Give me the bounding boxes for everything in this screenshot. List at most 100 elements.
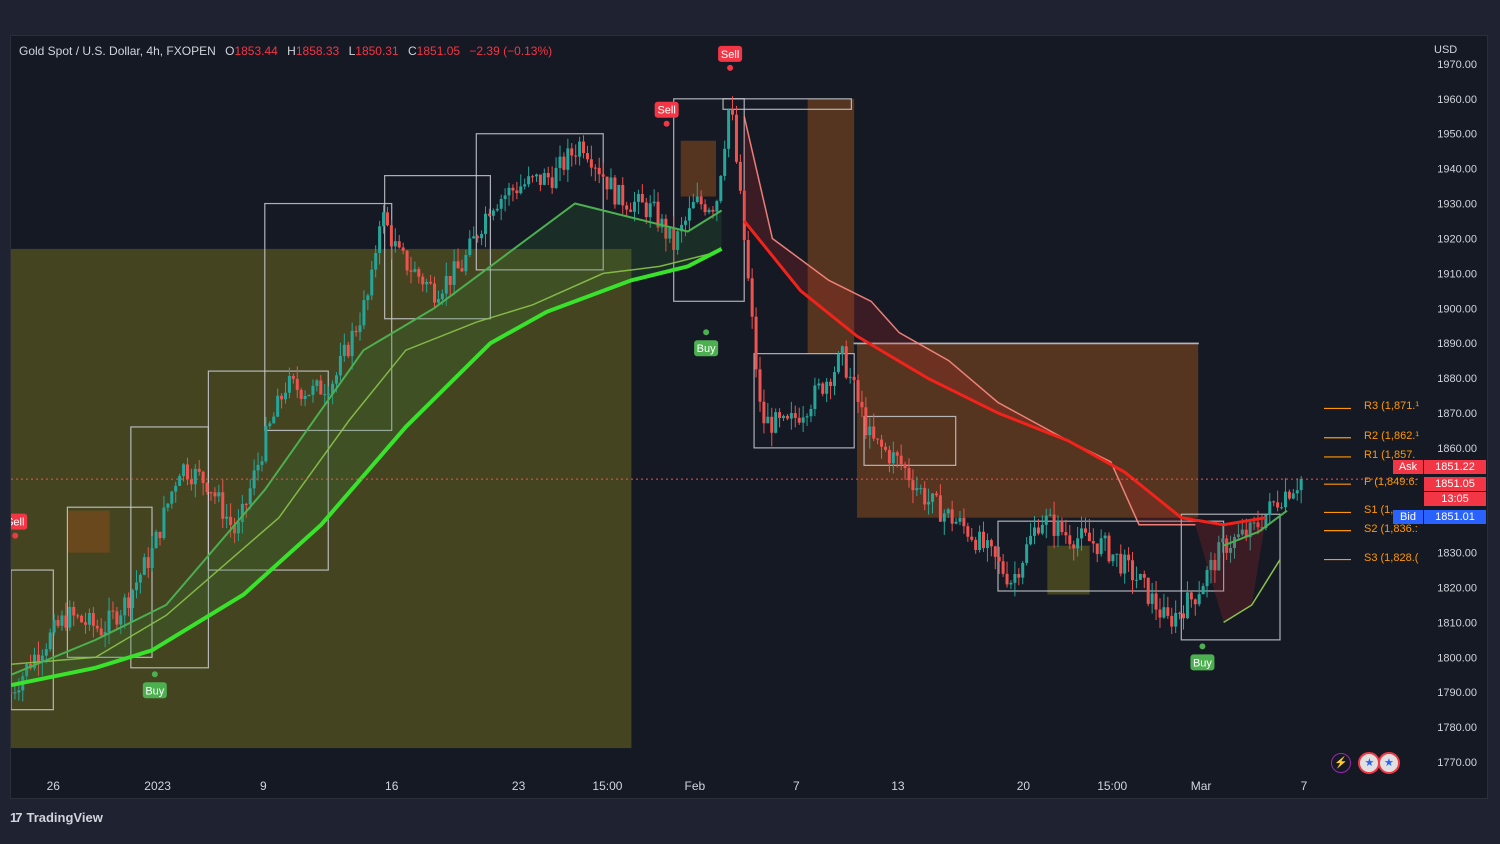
open-label: O [225, 44, 235, 58]
candle-body [813, 385, 817, 409]
candle-body [240, 503, 244, 522]
candle-body [950, 509, 954, 524]
chart-icons: ⚡ ★ ★ [1331, 752, 1403, 774]
candle-body [621, 184, 625, 206]
candle-body [1013, 573, 1017, 583]
chart-frame[interactable]: Sell Buy Sell Sell Buy Buy 1970.00 1960.00 1950… [10, 35, 1488, 799]
candle-body [915, 488, 919, 491]
trail-stop-line [1223, 559, 1281, 624]
candle-body [1174, 612, 1178, 627]
symbol-title[interactable]: Gold Spot / U.S. Dollar, 4h, FXOPEN [19, 44, 216, 58]
candle-body [978, 531, 982, 551]
candle-body [868, 426, 872, 436]
candle-body [346, 344, 350, 357]
candle-body [1131, 560, 1135, 581]
bull-ribbon [11, 203, 722, 686]
candle-body [436, 299, 440, 303]
candle-body [1229, 547, 1233, 553]
chart-canvas[interactable]: Sell Buy Sell Sell Buy Buy 1970.00 1960.00 1950… [11, 36, 1488, 799]
candle-body [1280, 507, 1284, 509]
price-tick-label: 1830.00 [1437, 548, 1477, 560]
candle-body [150, 548, 154, 569]
candle-body [483, 213, 487, 235]
candle-body [331, 383, 335, 394]
candle-body [1283, 491, 1287, 508]
candle-body [287, 375, 291, 393]
candle-body [413, 269, 417, 272]
range-box [673, 98, 745, 302]
candle-body [636, 193, 640, 202]
candle-body [444, 276, 448, 294]
currency-label[interactable]: USD [1434, 44, 1458, 56]
candle-body [1048, 514, 1052, 516]
candle-body [389, 225, 393, 247]
candle-body [1005, 573, 1009, 585]
candle-body [146, 557, 150, 569]
candle-body [1185, 592, 1189, 619]
candle-body [236, 521, 240, 534]
candle-body [111, 610, 115, 612]
candle-body [319, 380, 323, 395]
candle-body [448, 276, 452, 285]
candle-body [268, 423, 272, 427]
candle-body [876, 438, 880, 440]
candle-body [805, 416, 809, 418]
candle-body [1209, 559, 1213, 570]
candle-body [974, 539, 978, 551]
candle-body [170, 491, 174, 504]
candle-body [880, 439, 884, 447]
lightning-icon[interactable]: ⚡ [1331, 753, 1351, 773]
candle-body [829, 381, 833, 387]
candle-body [295, 378, 299, 390]
candle-body [48, 632, 52, 650]
price-tick-label: 1870.00 [1437, 408, 1477, 420]
candle-body [385, 212, 389, 226]
us-flag-icon[interactable]: ★ [1377, 752, 1400, 774]
bear-ma-line [743, 220, 1267, 527]
candle-body [923, 488, 927, 505]
candle-body [370, 269, 374, 296]
candle-body [260, 461, 264, 465]
candle-body [1052, 514, 1056, 536]
candle-body [707, 209, 711, 213]
price-tick-label: 1920.00 [1437, 233, 1477, 245]
candle-body [1189, 592, 1193, 600]
candle-body [766, 416, 770, 424]
candle-body [487, 213, 491, 216]
pivot-layer [1324, 407, 1351, 561]
price-tick-label: 1780.00 [1437, 722, 1477, 734]
candle-body [1240, 529, 1244, 535]
candle-body [785, 415, 789, 419]
candle-body [1021, 562, 1025, 578]
candle-body [566, 148, 570, 170]
candle-body [378, 226, 382, 253]
candle-body [1264, 514, 1268, 529]
candle-body [1119, 553, 1123, 574]
candle-body [142, 557, 146, 575]
candle-body [742, 190, 746, 241]
candle-body [248, 488, 252, 505]
candle-body [1087, 532, 1091, 542]
sell-signal-label: Sell [721, 49, 739, 61]
candle-body [178, 476, 182, 486]
candle-body [80, 615, 84, 623]
candle-body [1217, 542, 1221, 571]
high-value: 1858.33 [295, 44, 340, 58]
trend-zone [67, 510, 110, 553]
time-tick-label: 9 [260, 779, 267, 793]
range-box [1180, 513, 1281, 641]
candle-body [801, 417, 805, 423]
candle-body [17, 690, 21, 693]
candle-body [1244, 529, 1248, 538]
candle-body [291, 375, 295, 379]
candle-body [103, 632, 107, 636]
candle-body [1025, 544, 1029, 563]
buy-signal-label: Buy [697, 343, 716, 355]
tradingview-logo-icon: 17 [10, 810, 23, 825]
candle-body [1091, 541, 1095, 544]
candle-body [511, 187, 515, 191]
tradingview-brand[interactable]: 17 TradingView [10, 810, 103, 825]
candle-body [87, 613, 91, 625]
sell-signal-dot [12, 532, 19, 539]
open-value: 1853.44 [234, 44, 278, 58]
